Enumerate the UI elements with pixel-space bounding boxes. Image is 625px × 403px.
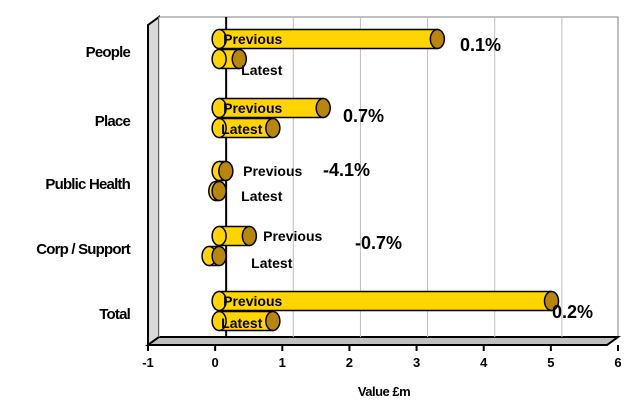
percent-annotation: -0.7%	[355, 233, 402, 253]
category-label: Corp / Support	[36, 241, 131, 258]
bar-latest-end-cap	[265, 117, 281, 139]
bar-previous-end-cap	[315, 97, 331, 119]
percent-annotation: 0.1%	[460, 35, 501, 55]
bar-latest	[211, 117, 281, 139]
percent-annotation: 0.7%	[343, 106, 384, 126]
bar-previous	[211, 97, 331, 119]
bar-latest	[201, 245, 227, 267]
chart-floor	[144, 336, 622, 346]
bar-previous-start-cap	[211, 290, 227, 312]
bar-previous-end-cap	[543, 290, 560, 312]
bar-label-latest: Latest	[221, 315, 263, 331]
bar-latest-end-cap	[265, 310, 281, 332]
bar-previous	[211, 160, 234, 182]
bar-latest	[211, 310, 281, 332]
bar-latest-end-cap	[211, 245, 227, 267]
bar-previous	[211, 225, 258, 247]
x-tick-label: 5	[547, 355, 554, 370]
bar-label-latest: Latest	[251, 255, 293, 271]
bar-latest	[208, 180, 227, 202]
x-tick-label: 0	[212, 355, 219, 370]
bar-label-previous: Previous	[223, 293, 282, 309]
bar-label-previous: Previous	[243, 163, 302, 179]
bar-latest-end-cap	[231, 48, 248, 70]
bar-previous-end-cap	[218, 160, 234, 182]
percent-annotation: 0.2%	[552, 302, 593, 322]
x-axis-title: Value £m	[358, 384, 410, 399]
x-tick-label: 3	[413, 355, 420, 370]
category-label: Place	[95, 113, 131, 130]
bar-label-previous: Previous	[223, 100, 282, 116]
bar-label-previous: Previous	[263, 228, 322, 244]
x-tick-label: 4	[480, 355, 488, 370]
category-label: Total	[99, 306, 130, 323]
bar-label-latest: Latest	[241, 188, 283, 204]
bar-latest-start-cap	[211, 310, 227, 332]
bar-previous	[211, 290, 560, 312]
category-label: People	[86, 44, 131, 61]
bar-latest-start-cap	[211, 48, 227, 70]
bar-previous-start-cap	[211, 225, 227, 247]
bar-previous-start-cap	[211, 97, 227, 119]
bar-label-previous: Previous	[223, 31, 282, 47]
chart-back-wall	[158, 16, 619, 338]
chart-side-wall	[147, 15, 160, 347]
x-tick-label: 1	[279, 355, 286, 370]
bar-latest-start-cap	[211, 117, 227, 139]
bar-previous-start-cap	[211, 28, 227, 50]
bar-previous-end-cap	[241, 225, 258, 247]
percent-annotation: -4.1%	[323, 160, 370, 180]
bar-label-latest: Latest	[221, 121, 263, 137]
bar-latest-end-cap	[211, 180, 227, 202]
x-tick-label: -1	[142, 355, 154, 370]
category-label: Public Health	[45, 176, 130, 193]
bar-label-latest: Latest	[241, 62, 283, 78]
bar-previous-end-cap	[429, 28, 446, 50]
x-tick-label: 6	[614, 355, 621, 370]
bar-previous	[211, 28, 446, 50]
x-tick-label: 2	[346, 355, 353, 370]
bar-latest	[211, 48, 248, 70]
